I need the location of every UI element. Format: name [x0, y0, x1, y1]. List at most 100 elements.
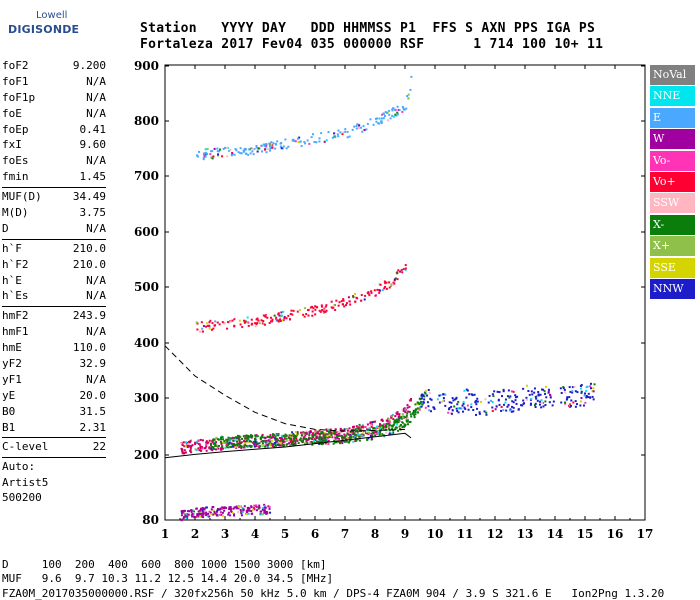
trace-point	[509, 395, 512, 398]
trace-point	[252, 508, 255, 511]
trace-point	[485, 413, 488, 416]
trace-point	[353, 425, 356, 428]
param-value: 34.49	[72, 190, 106, 204]
trace-point	[212, 327, 215, 330]
param-row-foe: foE N/A	[2, 106, 106, 122]
trace-point	[246, 436, 249, 439]
trace-point	[403, 410, 406, 413]
trace-point	[275, 440, 278, 443]
trace-point	[385, 419, 388, 422]
trace-point	[423, 395, 426, 398]
trace-point	[185, 512, 188, 515]
trace-point	[592, 387, 595, 390]
trace-point	[190, 510, 193, 513]
trace-point	[566, 396, 569, 399]
trace-point	[447, 408, 450, 411]
trace-point	[376, 117, 379, 120]
trace-point	[235, 149, 238, 152]
trace-point	[339, 427, 342, 430]
trace-point	[400, 269, 403, 272]
trace-point	[511, 405, 514, 408]
trace-point	[365, 430, 368, 433]
trace-point	[341, 303, 344, 306]
trace-point	[500, 405, 503, 408]
trace-point	[234, 446, 237, 449]
trace-point	[270, 143, 273, 146]
trace-point	[236, 507, 239, 510]
trace-point	[324, 432, 327, 435]
trace-point	[476, 397, 479, 400]
header-station-values: Fortaleza 2017 Fev04 035 000000 RSF 1 71…	[140, 37, 604, 52]
trace-point	[355, 127, 358, 130]
trace-point	[241, 437, 244, 440]
trace-point	[341, 442, 344, 445]
trace-point	[424, 406, 427, 409]
trace-point	[214, 444, 217, 447]
trace-point	[198, 150, 201, 153]
trace-point	[215, 436, 218, 439]
trace-point	[213, 442, 216, 445]
trace-point	[285, 317, 288, 320]
trace-point	[393, 421, 396, 424]
param-value: 210.0	[72, 257, 106, 271]
trace-point	[191, 444, 194, 447]
trace-point	[427, 388, 430, 391]
trace-point	[278, 314, 281, 317]
trace-point	[547, 390, 550, 393]
trace-point	[264, 506, 267, 509]
trace-point	[416, 411, 419, 414]
trace-point	[408, 410, 411, 413]
trace-point	[217, 447, 220, 450]
trace-point	[287, 314, 290, 317]
trace-point	[368, 428, 371, 431]
trace-point	[407, 97, 410, 100]
trace-point	[466, 404, 469, 407]
trace-point	[245, 513, 248, 516]
trace-point	[505, 409, 508, 412]
trace-point	[257, 147, 260, 150]
trace-point	[188, 441, 191, 444]
trace-point	[239, 152, 242, 155]
trace-point	[540, 388, 543, 391]
trace-point	[283, 440, 286, 443]
trace-point	[212, 155, 215, 158]
trace-point	[381, 433, 384, 436]
trace-point	[346, 429, 349, 432]
trace-point	[223, 509, 226, 512]
param-value: N/A	[86, 221, 106, 235]
trace-point	[210, 447, 213, 450]
trace-point	[206, 514, 209, 517]
trace-point	[328, 431, 331, 434]
trace-point	[295, 435, 298, 438]
trace-point	[390, 283, 393, 286]
trace-point	[265, 439, 268, 442]
trace-point	[183, 449, 186, 452]
trace-point	[373, 427, 376, 430]
trace-point	[355, 296, 358, 299]
trace-point	[263, 508, 266, 511]
trace-point	[439, 394, 442, 397]
trace-point	[261, 507, 264, 510]
trace-point	[261, 150, 264, 153]
trace-point	[337, 432, 340, 435]
trace-point	[456, 403, 459, 406]
trace-point	[318, 438, 321, 441]
trace-point	[225, 506, 228, 509]
trace-point	[422, 394, 425, 397]
trace-point	[290, 443, 293, 446]
trace-point	[208, 439, 211, 442]
trace-point	[203, 513, 206, 516]
trace-point	[215, 510, 218, 513]
trace-point	[367, 291, 370, 294]
trace-point	[206, 152, 209, 155]
trace-point	[262, 442, 265, 445]
trace-point	[584, 392, 587, 395]
trace-point	[411, 412, 414, 415]
trace-point	[229, 514, 232, 517]
trace-point	[254, 440, 257, 443]
trace-point	[382, 427, 385, 430]
trace-point	[299, 431, 302, 434]
trace-point	[457, 400, 460, 403]
trace-point	[314, 438, 317, 441]
trace-point	[320, 132, 323, 135]
